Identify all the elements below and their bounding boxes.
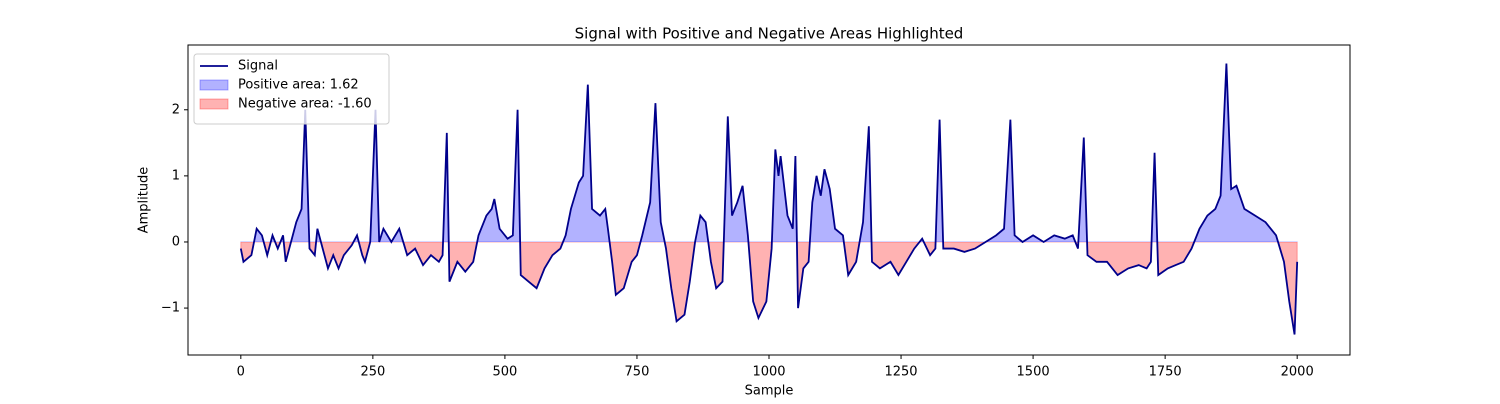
area-fill — [240, 241, 1298, 335]
legend-swatch — [199, 79, 229, 91]
y-axis-label: Amplitude — [137, 167, 152, 234]
legend-label: Positive area: 1.62 — [238, 78, 359, 93]
x-tick-label: 0 — [237, 365, 245, 380]
x-tick-label: 750 — [625, 365, 650, 380]
x-tick-label: 1750 — [1149, 365, 1182, 380]
legend-label: Negative area: -1.60 — [238, 97, 372, 112]
legend-swatch — [199, 98, 229, 110]
x-axis-label: Sample — [745, 384, 794, 399]
legend-box — [193, 53, 390, 125]
y-tick-label: 2 — [172, 102, 180, 117]
x-tick-label: 500 — [492, 365, 517, 380]
x-tick-label: 250 — [360, 365, 385, 380]
x-tick-label: 1000 — [752, 365, 785, 380]
y-tick-label: 0 — [172, 234, 180, 249]
y-tick-label: 1 — [172, 168, 180, 183]
chart-title: Signal with Positive and Negative Areas … — [575, 25, 964, 43]
signal-line — [239, 63, 1299, 335]
x-tick-label: 1500 — [1017, 365, 1050, 380]
legend-label: Signal — [238, 59, 278, 74]
x-tick-label: 1250 — [884, 365, 917, 380]
area-fill — [240, 63, 1298, 242]
x-tick-label: 2000 — [1281, 365, 1314, 380]
plot-frame — [187, 44, 1351, 356]
y-tick-label: −1 — [161, 301, 180, 316]
